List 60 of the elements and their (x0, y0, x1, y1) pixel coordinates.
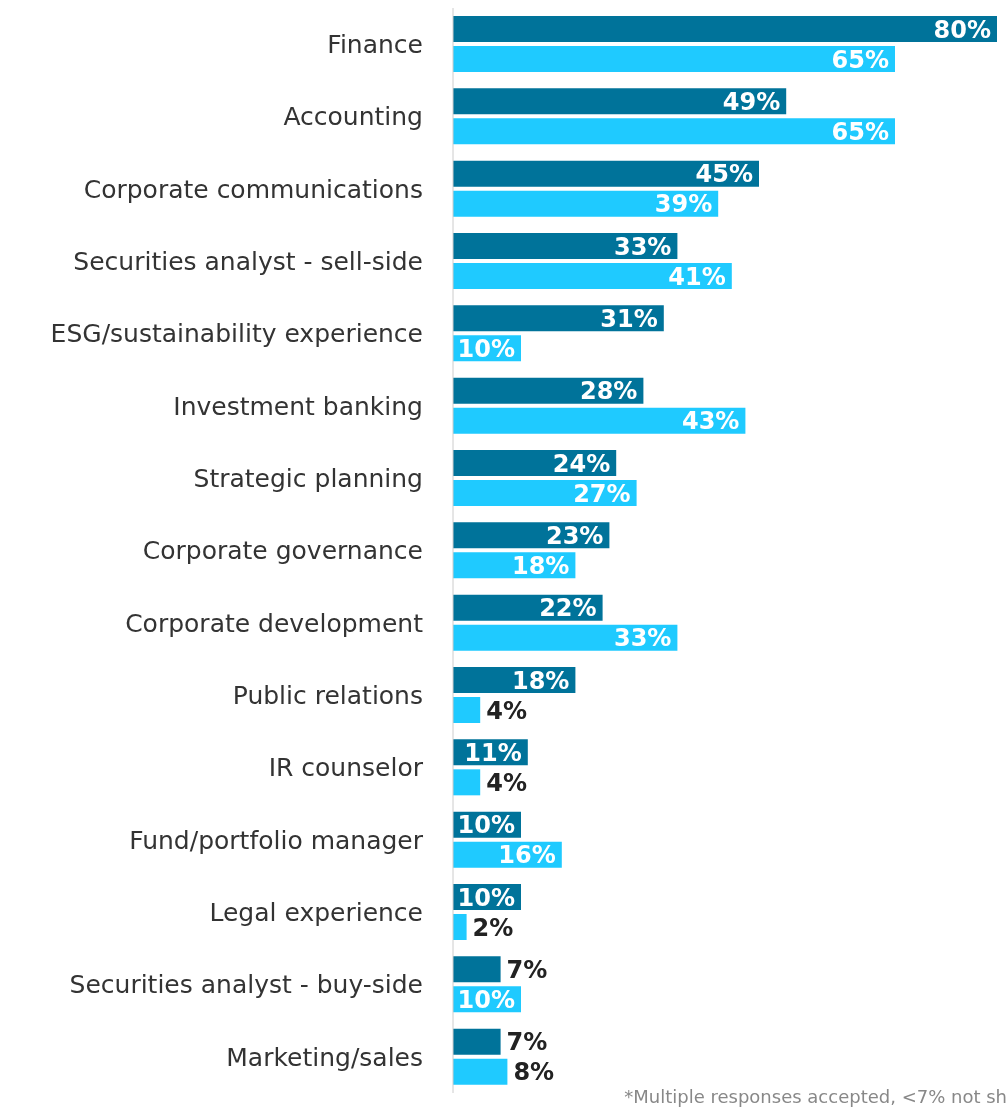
data-label: 10% (457, 811, 515, 840)
bar (453, 160, 759, 187)
y-tick-label: Legal experience (209, 898, 423, 928)
data-label: 41% (668, 262, 726, 291)
bar (453, 1058, 508, 1085)
data-label: 10% (457, 985, 515, 1014)
data-label: 10% (457, 883, 515, 912)
data-label: 2% (472, 913, 514, 942)
bar (453, 1028, 501, 1055)
y-tick-label: Finance (327, 30, 423, 60)
data-label: 22% (539, 594, 597, 623)
data-label: 43% (681, 407, 740, 436)
bar (453, 407, 746, 434)
bar (453, 956, 501, 983)
data-label: 7% (506, 1028, 548, 1057)
data-label: 16% (498, 841, 556, 870)
data-label: 27% (573, 479, 631, 508)
y-tick-label: ESG/sustainability experience (50, 319, 423, 349)
bar (453, 697, 481, 723)
data-label: 10% (457, 334, 515, 363)
annotation: *Multiple responses accepted, <7% not sh (624, 1086, 1007, 1107)
y-tick-label: Accounting (283, 102, 423, 132)
bar (453, 88, 787, 115)
data-label: 4% (486, 696, 527, 725)
data-label: 23% (545, 521, 604, 550)
data-label: 24% (552, 449, 611, 478)
y-tick-label: Corporate development (125, 608, 424, 638)
y-tick-label: Corporate communications (83, 174, 423, 204)
data-label: 18% (511, 666, 570, 695)
data-label: 80% (933, 15, 991, 44)
bar (453, 769, 481, 796)
y-tick-label: Securities analyst - sell-side (73, 247, 423, 277)
y-tick-label: Strategic planning (193, 464, 423, 494)
bar (453, 190, 719, 217)
y-tick-label: Corporate governance (142, 536, 423, 566)
bar (453, 914, 467, 940)
y-tick-label: Public relations (232, 681, 423, 711)
bar (453, 46, 895, 72)
data-label: 33% (613, 232, 672, 261)
data-label: 11% (464, 738, 522, 767)
bar (453, 118, 895, 145)
data-label: 65% (831, 45, 889, 74)
data-label: 33% (613, 624, 672, 653)
data-label: 4% (486, 768, 527, 797)
data-label: 39% (654, 190, 713, 219)
y-tick-label: IR counselor (268, 753, 424, 783)
data-label: 31% (600, 304, 658, 333)
data-label: 18% (511, 551, 570, 580)
data-label: 45% (695, 160, 753, 189)
data-label: 65% (831, 117, 889, 146)
data-label: 49% (722, 87, 781, 116)
data-label: 8% (513, 1058, 555, 1087)
y-tick-label: Fund/portfolio manager (129, 825, 424, 855)
y-tick-label: Investment banking (173, 391, 423, 421)
bar (453, 16, 997, 42)
y-tick-label: Securities analyst - buy-side (69, 970, 423, 1000)
bar (453, 263, 732, 289)
data-label: 28% (579, 377, 638, 406)
y-tick-label: Marketing/sales (226, 1042, 423, 1072)
data-label: 7% (506, 955, 548, 984)
